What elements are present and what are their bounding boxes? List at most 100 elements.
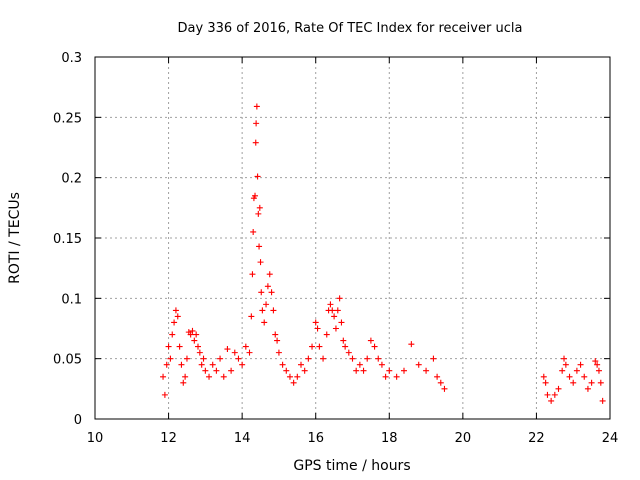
data-point — [382, 373, 389, 380]
data-point — [239, 361, 246, 368]
data-point — [599, 397, 606, 404]
data-point — [367, 337, 374, 344]
data-point — [266, 271, 273, 278]
data-point — [566, 373, 573, 380]
data-point — [401, 367, 407, 374]
data-point — [309, 343, 316, 350]
data-point — [386, 367, 393, 374]
y-axis-ticks: 0 0.05 0.1 0.15 0.2 0.25 0.3 — [53, 51, 610, 428]
data-point — [356, 361, 363, 368]
data-point — [261, 319, 268, 326]
data-point — [314, 325, 321, 332]
y-tick-label: 0.05 — [53, 353, 82, 368]
data-point — [338, 319, 345, 326]
data-point — [562, 361, 569, 368]
data-point — [577, 361, 584, 368]
data-point — [191, 337, 198, 344]
data-point — [584, 385, 591, 392]
data-point — [259, 307, 266, 314]
data-point — [283, 367, 290, 374]
y-tick-label: 0.3 — [61, 51, 82, 66]
data-point — [364, 355, 371, 362]
data-point — [172, 307, 179, 314]
data-point — [217, 355, 224, 362]
data-point — [548, 397, 555, 404]
data-point — [393, 373, 400, 380]
data-point — [253, 103, 260, 110]
data-point — [331, 313, 338, 320]
data-point — [252, 192, 259, 199]
data-point — [573, 367, 580, 374]
data-point — [193, 331, 200, 338]
data-point — [169, 331, 176, 338]
data-point — [301, 367, 308, 374]
data-point — [378, 361, 385, 368]
data-point — [594, 361, 601, 368]
data-point — [298, 361, 304, 368]
y-tick-label: 0.15 — [53, 232, 82, 247]
x-tick-label: 16 — [307, 431, 324, 446]
data-point — [561, 355, 568, 362]
data-point — [206, 373, 213, 380]
data-point — [246, 349, 253, 356]
data-point — [592, 358, 599, 365]
data-point — [551, 391, 558, 398]
data-point — [581, 373, 588, 380]
data-point — [160, 373, 167, 380]
data-point — [332, 325, 339, 332]
data-point — [342, 343, 349, 350]
data-point — [254, 173, 261, 180]
data-point — [189, 327, 196, 334]
data-point — [257, 259, 264, 266]
grid-lines — [95, 57, 610, 419]
data-point — [595, 367, 602, 374]
data-point — [353, 367, 360, 374]
data-point — [171, 319, 178, 326]
data-point — [176, 343, 183, 350]
data-point — [195, 343, 201, 350]
data-point — [349, 355, 356, 362]
data-point — [224, 346, 231, 353]
data-points — [160, 103, 606, 404]
data-point — [345, 349, 352, 356]
data-point — [250, 228, 257, 235]
data-point — [202, 367, 209, 374]
data-point — [320, 355, 327, 362]
data-point — [290, 379, 297, 386]
x-tick-label: 12 — [160, 431, 177, 446]
data-point — [279, 361, 286, 368]
data-point — [275, 349, 282, 356]
data-point — [542, 379, 549, 386]
data-point — [228, 367, 235, 374]
data-point — [360, 367, 367, 374]
data-point — [588, 379, 595, 386]
data-point — [264, 283, 271, 290]
plot-frame — [94, 56, 611, 420]
data-point — [220, 373, 227, 380]
data-point — [334, 307, 341, 314]
data-point — [165, 343, 172, 350]
data-point — [323, 331, 330, 338]
data-point — [408, 341, 415, 348]
data-point — [305, 355, 312, 362]
data-point — [249, 271, 256, 278]
data-point — [174, 313, 181, 320]
x-tick-label: 14 — [234, 431, 251, 446]
data-point — [540, 373, 547, 380]
data-point — [167, 355, 174, 362]
data-point — [252, 139, 259, 146]
data-point — [178, 361, 185, 368]
data-point — [327, 301, 334, 308]
data-point — [375, 355, 382, 362]
data-point — [183, 355, 190, 362]
x-tick-label: 22 — [528, 431, 545, 446]
data-point — [329, 307, 336, 314]
y-tick-label: 0 — [74, 413, 82, 428]
data-point — [242, 343, 249, 350]
x-axis-ticks: 10 12 14 16 18 20 22 24 — [87, 57, 618, 446]
data-point — [286, 373, 293, 380]
data-point — [415, 361, 422, 368]
data-point — [180, 379, 187, 386]
x-tick-label: 18 — [381, 431, 398, 446]
data-point — [434, 373, 441, 380]
